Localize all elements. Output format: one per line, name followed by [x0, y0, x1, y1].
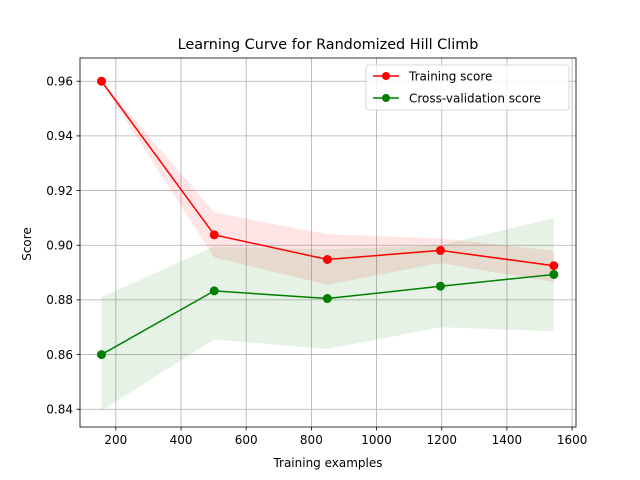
- y-tick-label: 0.90: [46, 239, 73, 253]
- data-point: [209, 230, 219, 240]
- legend-box: [365, 64, 570, 111]
- y-tick-label: 0.92: [46, 184, 73, 198]
- legend: Training score Cross-validation score: [365, 64, 570, 111]
- y-axis-label: Score: [20, 227, 34, 261]
- legend-marker-1: [382, 94, 390, 102]
- x-tick-label: 1200: [426, 433, 457, 447]
- chart-title: Learning Curve for Randomized Hill Climb: [178, 37, 479, 53]
- y-tick-label: 0.84: [46, 403, 73, 417]
- y-tick-label: 0.88: [46, 293, 73, 307]
- y-tick-label: 0.96: [46, 75, 73, 89]
- data-point: [322, 254, 332, 264]
- y-tick-label: 0.86: [46, 348, 73, 362]
- x-tick-label: 400: [170, 433, 193, 447]
- x-tick-label: 200: [104, 433, 127, 447]
- data-point: [435, 281, 445, 291]
- x-axis-label: Training examples: [272, 456, 382, 470]
- legend-label-0: Training score: [408, 69, 492, 83]
- data-point: [322, 294, 332, 304]
- axes-frame: [79, 57, 577, 428]
- confidence-band-1: [101, 217, 554, 411]
- legend-marker-0: [382, 72, 390, 80]
- x-tick-label: 1000: [361, 433, 392, 447]
- data-point: [549, 261, 559, 271]
- data-point: [209, 286, 219, 296]
- data-point: [549, 269, 559, 279]
- plot-area: [80, 58, 576, 427]
- x-tick-label: 1600: [557, 433, 588, 447]
- x-tick-label: 600: [235, 433, 258, 447]
- legend-label-1: Cross-validation score: [409, 91, 541, 105]
- x-tick-label: 1400: [492, 433, 523, 447]
- data-point: [97, 350, 107, 360]
- data-point: [435, 245, 445, 255]
- data-point: [97, 76, 107, 86]
- axes: 200 400 600 800 1000 1200 1400 1600 0.84 0.86 0.88…: [46, 57, 588, 447]
- x-tick-label: 800: [300, 433, 323, 447]
- y-tick-label: 0.94: [46, 129, 73, 143]
